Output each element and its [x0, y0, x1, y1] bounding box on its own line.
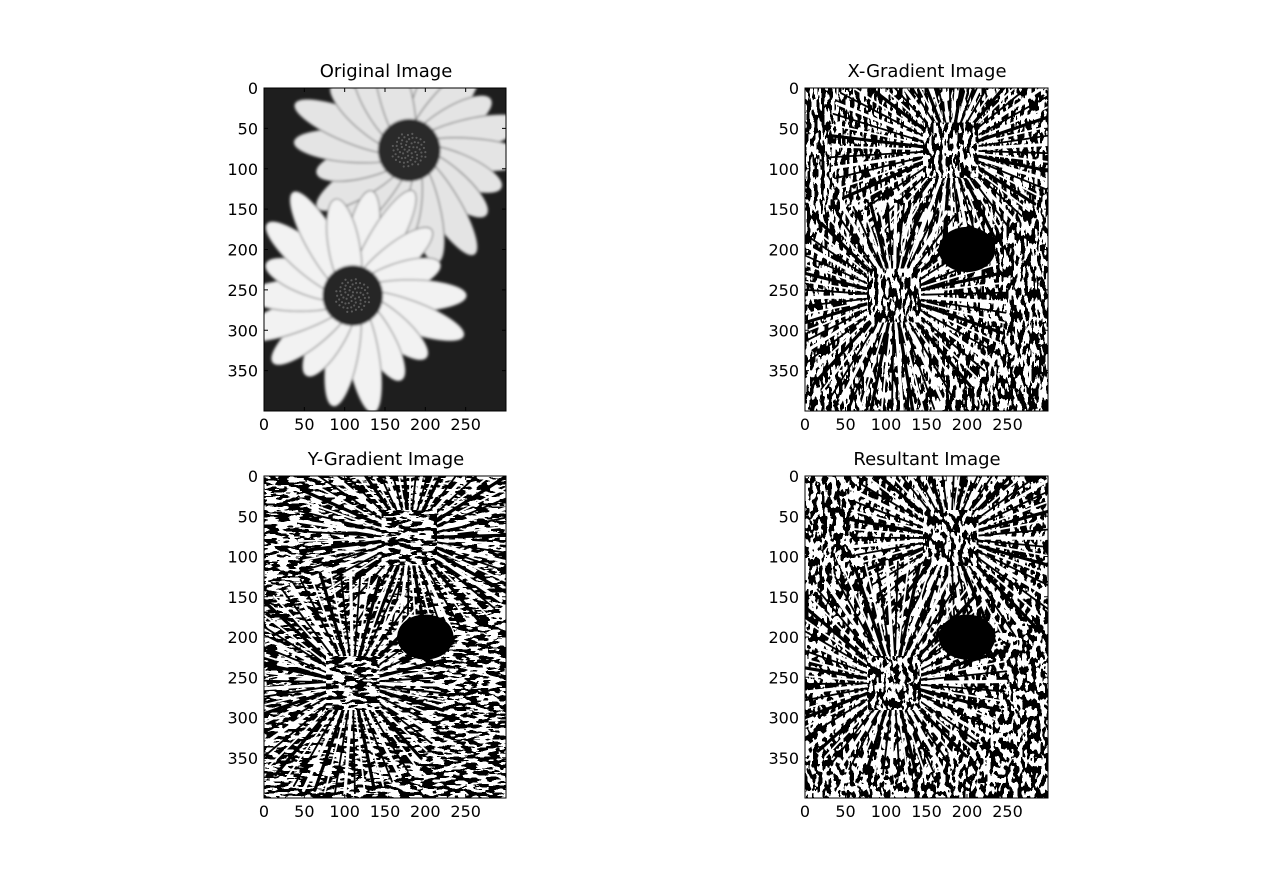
y-tick-label: 200 — [227, 628, 258, 647]
image-content — [805, 476, 1048, 798]
y-tick-label: 350 — [768, 362, 799, 381]
x-tick-label: 0 — [259, 415, 269, 434]
subplot-x-gradient-image: X-Gradient Image 0 50 100 150 200 250 0 50 100 15… — [768, 61, 1049, 434]
y-tick-label: 50 — [238, 119, 258, 138]
x-tick-label: 200 — [952, 802, 983, 821]
y-tick-label: 200 — [227, 241, 258, 260]
subplot-y-gradient-image: Y-Gradient Image 0 50 100 150 200 250 0 50 100 15… — [227, 449, 507, 821]
y-tick-label: 100 — [227, 548, 258, 567]
y-tick-label: 0 — [789, 79, 799, 98]
y-tick-label: 150 — [768, 588, 799, 607]
y-tick-label: 300 — [768, 321, 799, 340]
x-tick-label: 0 — [800, 415, 810, 434]
x-tick-label: 100 — [871, 802, 902, 821]
y-tick-label: 150 — [227, 200, 258, 219]
x-tick-label: 150 — [370, 802, 401, 821]
y-tick-label: 200 — [768, 241, 799, 260]
x-tick-label: 100 — [329, 415, 360, 434]
y-tick-label: 100 — [768, 160, 799, 179]
image-content — [264, 88, 506, 411]
x-tick-label: 250 — [450, 802, 481, 821]
x-tick-label: 0 — [259, 802, 269, 821]
y-tick-label: 150 — [227, 588, 258, 607]
subplot-resultant-image: Resultant Image 0 50 100 150 200 250 0 50 100 150… — [768, 449, 1049, 821]
x-tick-label: 0 — [800, 802, 810, 821]
y-tick-label: 0 — [789, 467, 799, 486]
y-tick-label: 50 — [779, 119, 799, 138]
y-tick-label: 350 — [227, 362, 258, 381]
subplot-original-image: Original Image 0 50 100 150 200 250 0 50 100 150 2… — [227, 61, 507, 434]
y-tick-label: 50 — [779, 507, 799, 526]
x-tick-label: 50 — [835, 415, 855, 434]
y-tick-label: 150 — [768, 200, 799, 219]
x-tick-label: 200 — [410, 802, 441, 821]
y-tick-label: 300 — [227, 321, 258, 340]
x-tick-label: 150 — [370, 415, 401, 434]
subplot-title: Y-Gradient Image — [307, 449, 464, 470]
image-area — [263, 87, 507, 412]
x-tick-label: 250 — [450, 415, 481, 434]
y-tick-label: 250 — [227, 668, 258, 687]
x-tick-label: 100 — [871, 415, 902, 434]
image-area — [263, 475, 507, 799]
y-tick-label: 250 — [227, 281, 258, 300]
subplot-title: Original Image — [320, 61, 453, 82]
subplot-title: X-Gradient Image — [847, 61, 1006, 82]
image-content — [264, 476, 506, 798]
x-tick-label: 150 — [911, 415, 942, 434]
y-tick-label: 300 — [768, 709, 799, 728]
x-tick-label: 250 — [992, 415, 1023, 434]
image-area — [804, 475, 1049, 799]
x-tick-label: 100 — [329, 802, 360, 821]
x-tick-label: 200 — [410, 415, 441, 434]
y-tick-label: 350 — [227, 749, 258, 768]
y-tick-label: 0 — [248, 79, 258, 98]
x-tick-label: 50 — [294, 415, 314, 434]
x-tick-label: 50 — [294, 802, 314, 821]
x-tick-label: 50 — [835, 802, 855, 821]
y-tick-label: 100 — [768, 548, 799, 567]
x-tick-label: 150 — [911, 802, 942, 821]
y-tick-label: 350 — [768, 749, 799, 768]
y-tick-label: 50 — [238, 507, 258, 526]
y-tick-label: 250 — [768, 281, 799, 300]
subplot-title: Resultant Image — [853, 449, 1000, 470]
y-tick-label: 0 — [248, 467, 258, 486]
y-tick-label: 100 — [227, 160, 258, 179]
y-tick-label: 250 — [768, 668, 799, 687]
image-content — [805, 88, 1048, 411]
image-area — [804, 87, 1049, 412]
y-tick-label: 200 — [768, 628, 799, 647]
x-tick-label: 250 — [992, 802, 1023, 821]
x-tick-label: 200 — [952, 415, 983, 434]
y-tick-label: 300 — [227, 709, 258, 728]
